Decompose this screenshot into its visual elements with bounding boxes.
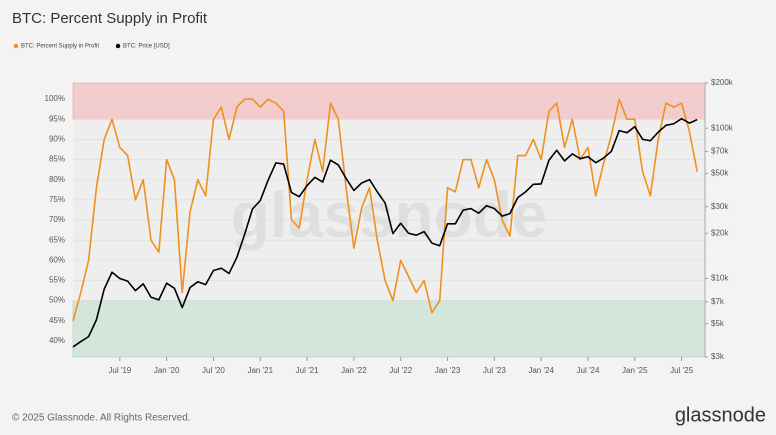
legend-label: BTC: Price [USD] [123,44,170,50]
y-tick-label: 100% [45,94,65,103]
y-tick-label: 55% [49,276,65,285]
y-tick-label: 90% [49,135,65,144]
x-tick-label: Jul '22 [389,366,412,375]
y-tick-label: 40% [49,336,65,345]
y-tick-label: 70% [49,215,65,224]
logo: glassnode [675,404,766,426]
x-tick-label: Jan '23 [435,366,461,375]
x-tick-label: Jan '25 [622,366,648,375]
x-tick-label: Jul '25 [670,366,693,375]
zone-band [72,300,706,358]
x-tick-label: Jan '20 [154,366,180,375]
x-tick-label: Jul '21 [296,366,319,375]
watermark: glassnode [231,179,548,251]
legend-marker [115,43,121,49]
series-line [72,98,698,321]
chart-title: BTC: Percent Supply in Profit [12,10,208,27]
y2-tick-label: $20k [711,228,729,237]
series-line [72,117,698,348]
y-tick-label: 60% [49,255,65,264]
x-tick-label: Jan '24 [528,366,554,375]
footer: © 2025 Glassnode. All Rights Reserved. [12,413,191,424]
y2-tick-label: $7k [711,297,725,306]
legend-marker [13,43,19,49]
x-tick-label: Jul '24 [577,366,600,375]
y-tick-label: 50% [49,296,65,305]
y2-tick-label: $200k [711,78,734,87]
x-tick-label: Jan '21 [247,366,273,375]
y2-tick-label: $50k [711,169,729,178]
y2-tick-label: $100k [711,123,734,132]
y2-tick-label: $70k [711,147,729,156]
x-tick-label: Jan '22 [341,366,367,375]
y-tick-label: 80% [49,175,65,184]
y-tick-label: 95% [49,114,65,123]
y2-tick-label: $3k [711,352,725,361]
legend-label: BTC: Percent Supply in Profit [21,44,99,50]
x-tick-label: Jul '20 [202,366,225,375]
y2-tick-label: $5k [711,319,725,328]
zone-band [72,82,706,120]
y-tick-label: 75% [49,195,65,204]
x-tick-label: Jul '23 [483,366,506,375]
y2-tick-label: $30k [711,202,729,211]
y2-tick-label: $10k [711,274,729,283]
y-tick-label: 65% [49,235,65,244]
y-tick-label: 85% [49,155,65,164]
x-tick-label: Jul '19 [108,366,131,375]
y-tick-label: 45% [49,316,65,325]
